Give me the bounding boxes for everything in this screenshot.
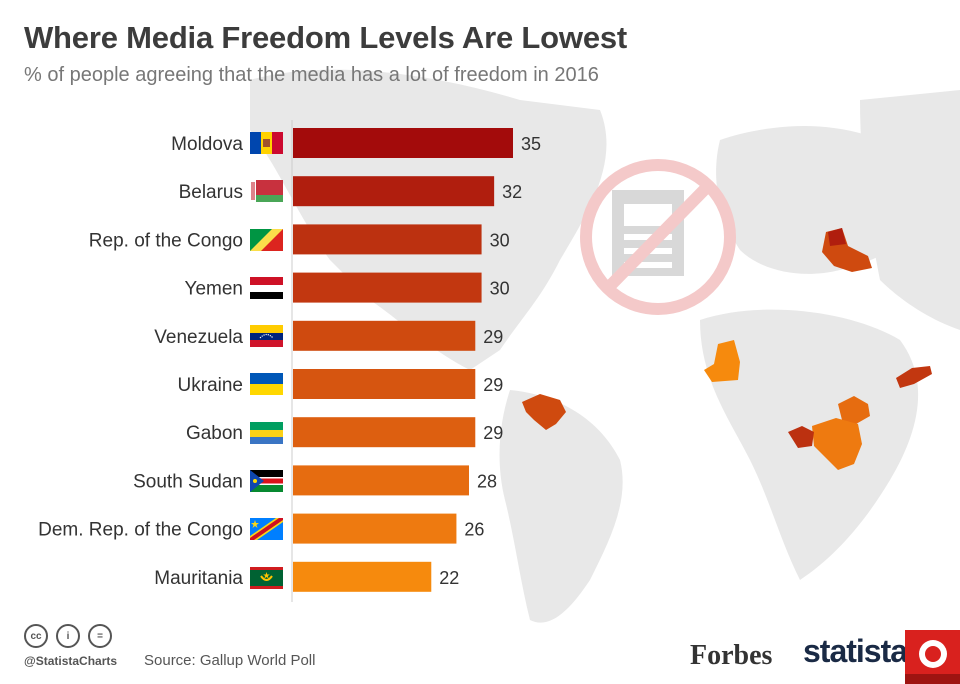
- value-label: 28: [477, 471, 497, 491]
- flag-venezuela-icon: [250, 325, 283, 347]
- venezuela-shape: [522, 394, 566, 430]
- value-label: 26: [464, 520, 484, 540]
- value-label: 35: [521, 134, 541, 154]
- category-label: Gabon: [186, 423, 243, 444]
- category-label: Moldova: [171, 134, 243, 155]
- value-label: 30: [490, 230, 510, 250]
- watermark-logo: [905, 630, 960, 684]
- bar: [293, 224, 482, 255]
- south-sudan-shape: [838, 396, 870, 424]
- belarus-shape: [828, 228, 846, 246]
- chart-title: Where Media Freedom Levels Are Lowest: [24, 20, 628, 55]
- asia-shape: [860, 90, 960, 330]
- category-label: Dem. Rep. of the Congo: [38, 520, 243, 541]
- value-label: 32: [502, 182, 522, 202]
- bar: [293, 369, 476, 399]
- category-label: Belarus: [179, 182, 243, 203]
- drc-shape: [812, 418, 862, 470]
- flag-south-sudan-icon: [250, 470, 283, 492]
- statista-handle: @StatistaCharts: [24, 654, 118, 668]
- bar: [293, 513, 457, 544]
- gabon-congo-shape: [788, 426, 814, 448]
- forbes-logo: Forbes: [690, 640, 773, 671]
- newspaper-prohibited-icon: [580, 159, 736, 315]
- value-label: 30: [490, 279, 510, 299]
- yemen-shape: [896, 366, 932, 388]
- bar: [293, 272, 482, 303]
- bar: [293, 176, 495, 207]
- flag-dem-rep-of-the-congo-icon: [250, 518, 283, 540]
- attribution-icon: i: [56, 624, 80, 648]
- statista-logo: statista: [803, 633, 908, 669]
- bar: [293, 417, 476, 448]
- cc-icon: cc: [24, 624, 48, 648]
- mauritania-shape: [704, 340, 740, 382]
- chart-subtitle: % of people agreeing that the media has …: [24, 64, 599, 86]
- highlighted-countries: [522, 228, 932, 470]
- flag-mauritania-icon: [250, 567, 283, 589]
- value-label: 29: [483, 375, 503, 395]
- category-label: South Sudan: [133, 471, 243, 492]
- flag-yemen-icon: [250, 277, 283, 299]
- source-note: Source: Gallup World Poll: [144, 652, 316, 669]
- value-label: 29: [483, 423, 503, 443]
- bar: [293, 128, 513, 158]
- category-label: Venezuela: [154, 327, 243, 348]
- category-label: Mauritania: [154, 568, 243, 589]
- value-label: 29: [483, 327, 503, 347]
- bar: [293, 561, 432, 592]
- bar: [293, 320, 476, 351]
- bar: [293, 465, 469, 496]
- flag-gabon-icon: [250, 422, 283, 444]
- south-america-shape: [499, 390, 623, 623]
- category-label: Rep. of the Congo: [89, 230, 243, 251]
- flag-ukraine-icon: [250, 373, 283, 395]
- category-label: Ukraine: [178, 375, 243, 396]
- category-label: Yemen: [185, 279, 243, 300]
- creative-commons-icons: cc i =: [24, 624, 112, 648]
- no-derivatives-icon: =: [88, 624, 112, 648]
- flag-moldova-icon: [250, 132, 283, 154]
- flag-rep-of-the-congo-icon: [250, 229, 283, 251]
- flag-belarus-icon: [250, 180, 283, 202]
- value-label: 22: [439, 568, 459, 588]
